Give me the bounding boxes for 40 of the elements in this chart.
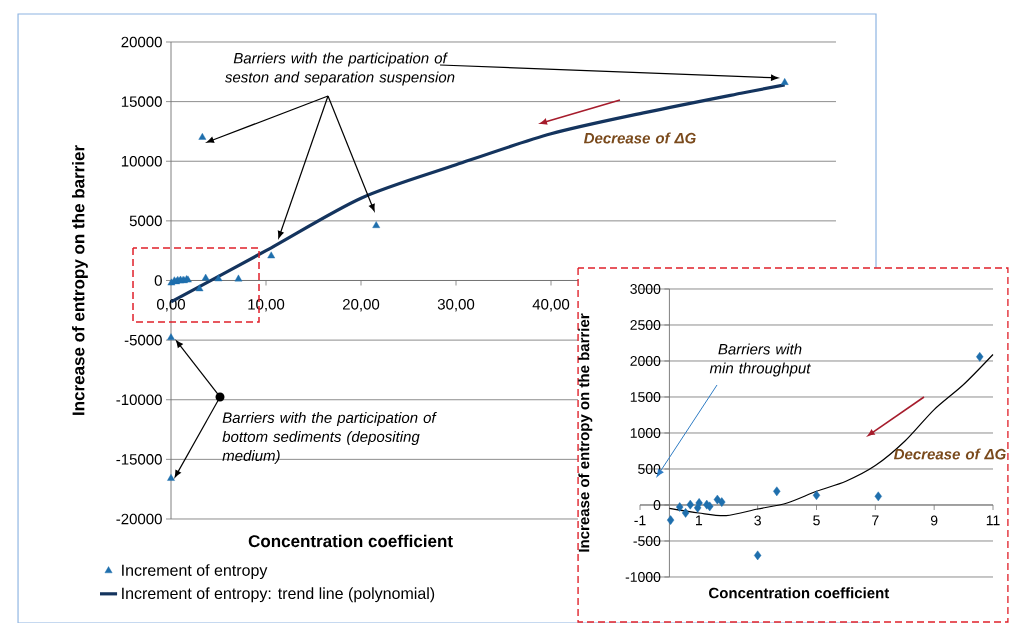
y-axis-title: Increase of entropy on the barrier	[578, 313, 593, 552]
annotation: Barriers with the participation of seston and separation suspension	[224, 52, 455, 86]
y-tick-label: 10000	[121, 155, 162, 167]
y-tick-label: 20000	[121, 36, 162, 48]
y-tick-label: -20000	[116, 513, 162, 525]
y-tick-label: 2500	[630, 320, 661, 330]
y-tick-label: -500	[633, 536, 661, 546]
y-tick-label: 3000	[630, 284, 661, 294]
y-axis-title: Increase of entropy on the barrier	[71, 145, 88, 415]
x-tick-label: 7	[872, 515, 879, 526]
legend-label: Increment of entropy	[122, 564, 268, 580]
x-tick-label: 9	[930, 515, 938, 526]
y-tick-label: 1000	[630, 428, 661, 438]
x-tick-label: 30,00	[437, 299, 475, 312]
y-tick-label: 0	[653, 500, 661, 510]
x-tick-label: 10,00	[248, 299, 285, 312]
annotation: Barriers with the participation of bottom sediments (depositing medium)	[222, 412, 437, 464]
y-tick-label: 500	[638, 464, 661, 474]
y-tick-label: 1500	[630, 392, 661, 402]
x-tick-label: 1	[696, 515, 703, 526]
x-tick-label: -1	[634, 515, 646, 526]
x-tick-label: 40,00	[532, 299, 570, 312]
x-axis-title: Concentration coefficient	[248, 534, 453, 548]
y-tick-label: 15000	[121, 96, 162, 107]
x-tick-label: 3	[754, 515, 761, 526]
y-tick-label: -15000	[116, 454, 162, 465]
y-tick-label: -10000	[116, 394, 162, 406]
x-tick-label: 5	[813, 515, 820, 526]
annotation: Barriers with min throughput	[709, 343, 811, 377]
y-tick-label: 5000	[129, 215, 162, 227]
y-tick-label: -1000	[625, 572, 661, 582]
x-tick-label: 20,00	[342, 299, 380, 312]
y-tick-label: 0	[154, 275, 162, 286]
x-tick-label: 11	[986, 515, 1000, 526]
y-tick-label: -5000	[124, 334, 162, 346]
y-tick-label: 2000	[630, 356, 661, 366]
annotation: Decrease of ΔG	[583, 132, 696, 144]
x-axis-title: Concentration coefficient	[709, 587, 890, 599]
annotation: Decrease of ΔG	[893, 448, 1006, 460]
legend-label: Increment of entropy: trend line (polynomial)	[122, 587, 435, 603]
